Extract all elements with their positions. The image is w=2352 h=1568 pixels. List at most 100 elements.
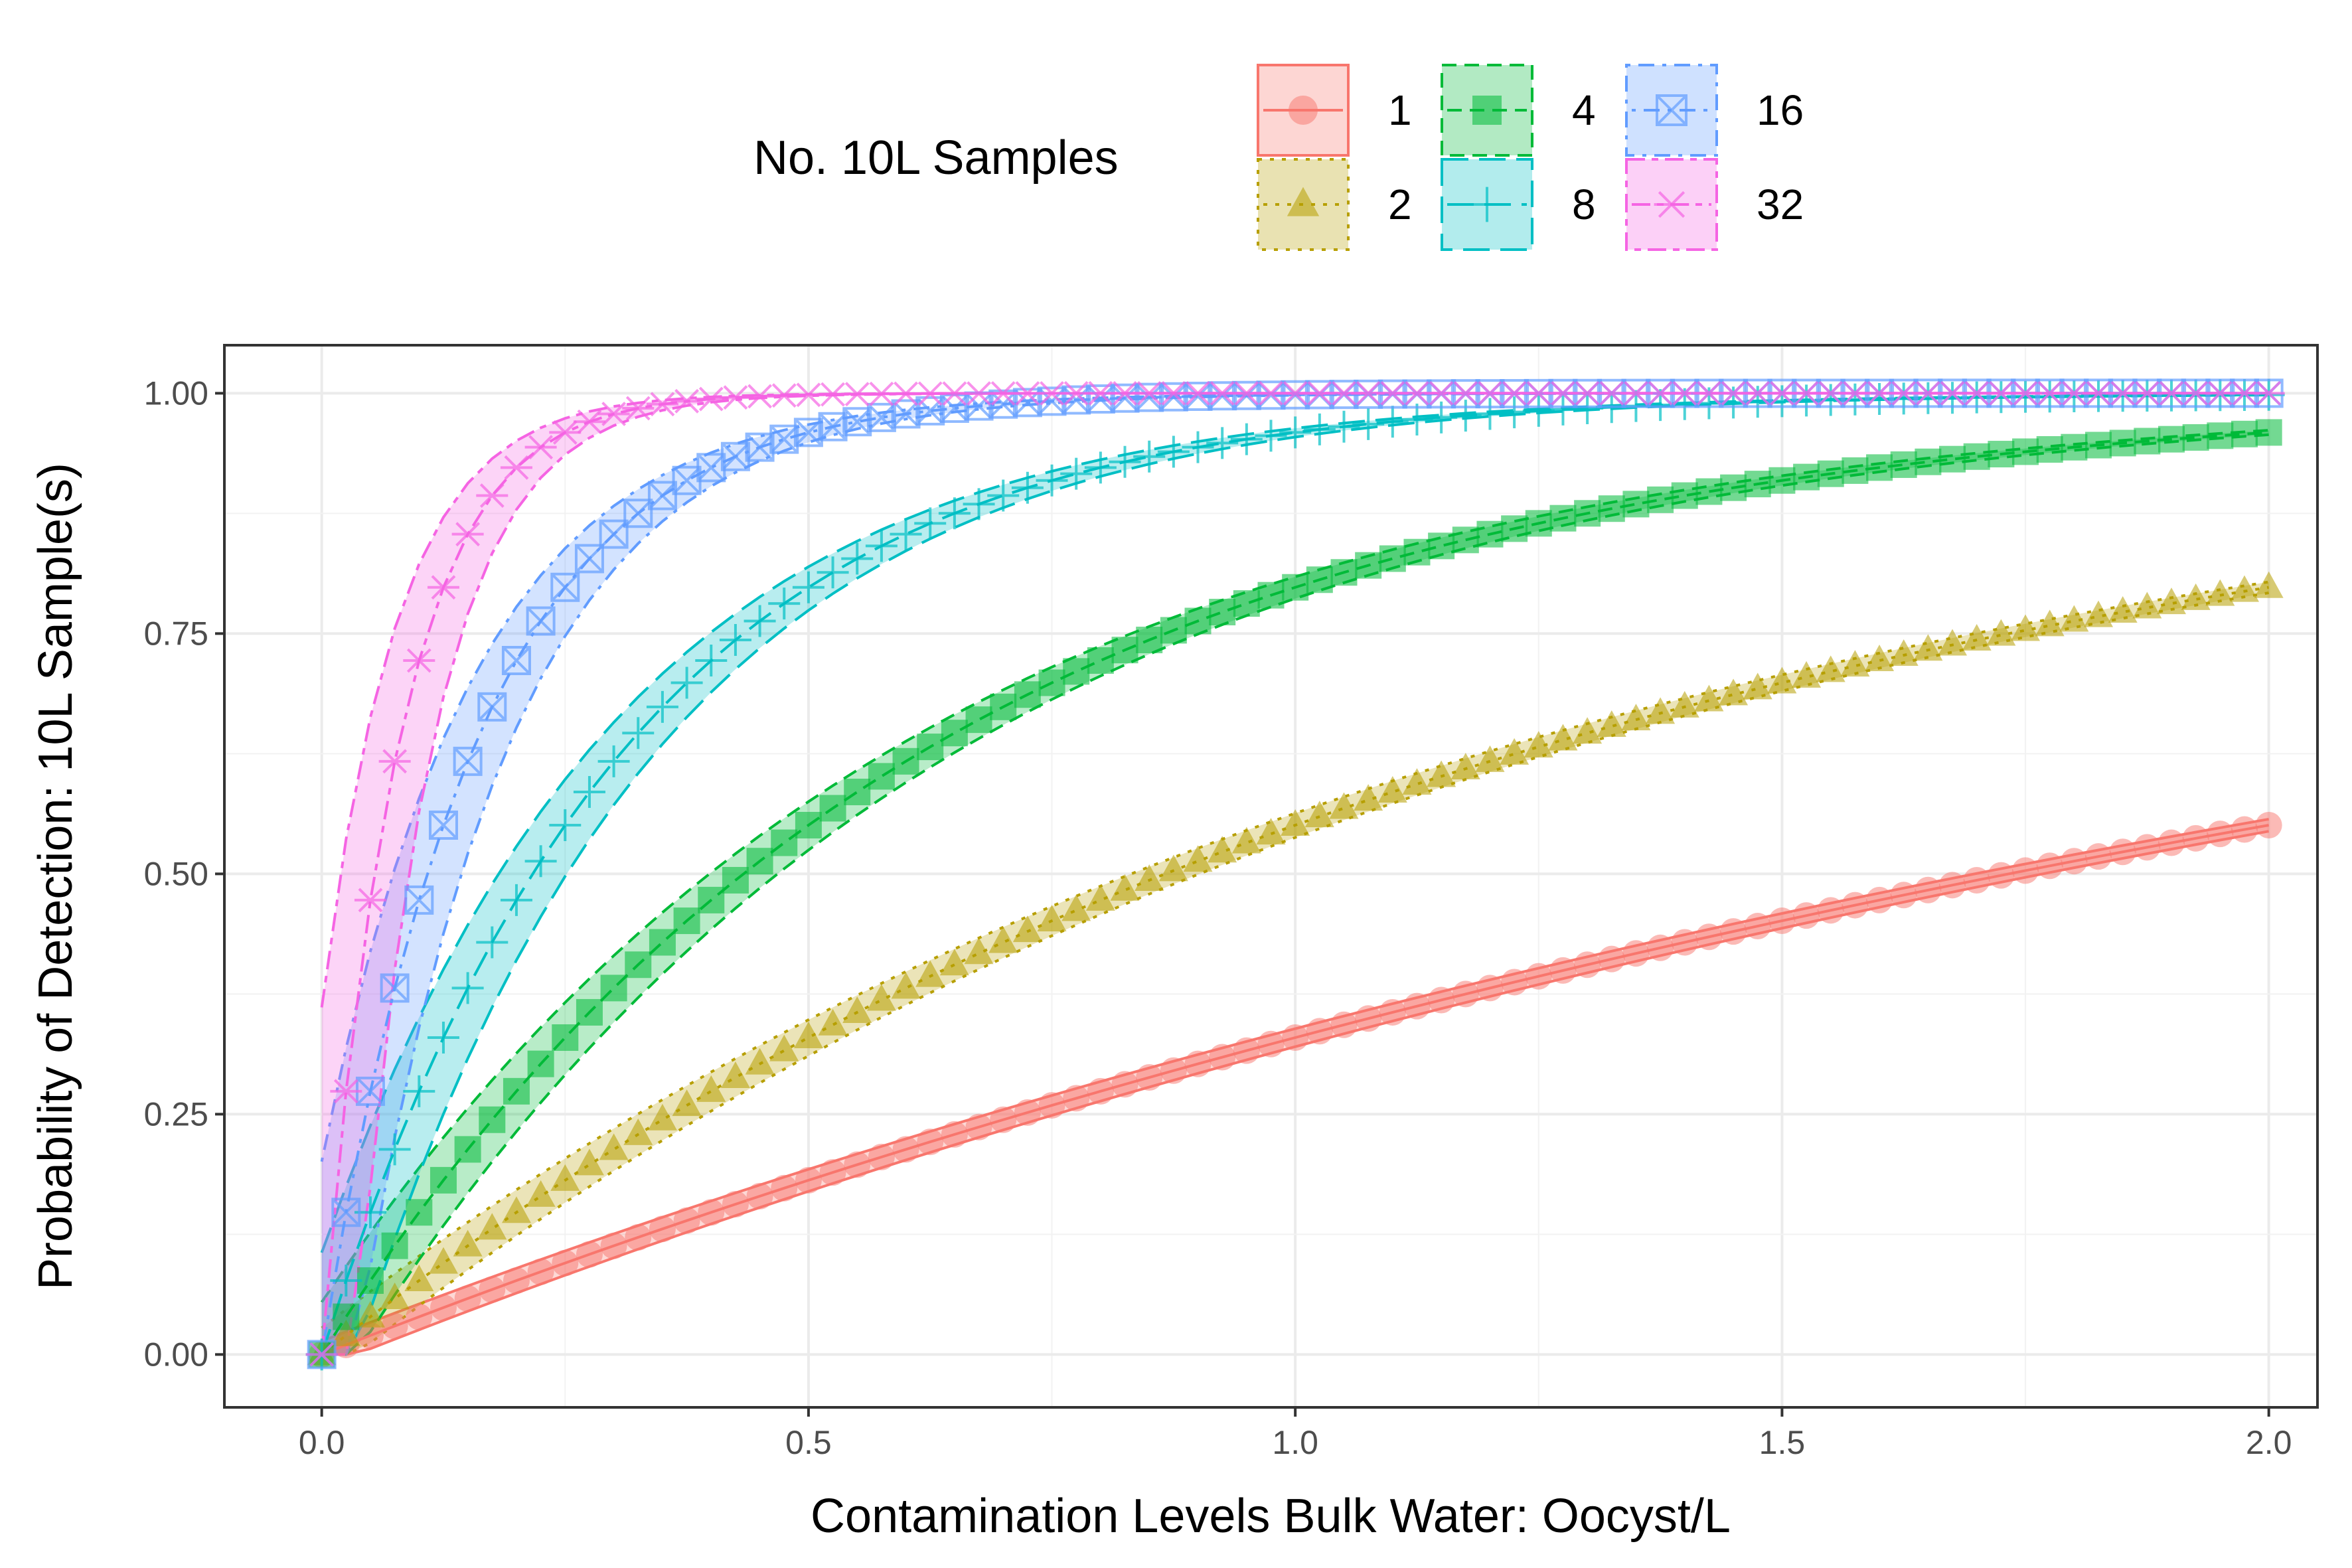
point-series-2 — [1354, 784, 1383, 811]
point-series-16 — [331, 1198, 361, 1227]
legend-marker — [1472, 96, 1502, 125]
legend-marker — [1654, 191, 1689, 218]
point-series-2 — [696, 1075, 726, 1102]
point-series-1 — [576, 1241, 603, 1268]
point-series-2 — [915, 960, 945, 987]
point-series-32 — [476, 483, 509, 508]
point-series-8 — [1303, 413, 1336, 445]
point-series-1 — [1160, 1057, 1187, 1084]
point-series-32 — [524, 435, 557, 460]
point-series-2 — [2205, 579, 2235, 606]
point-series-32 — [646, 392, 678, 417]
point-series-1 — [2109, 838, 2136, 866]
point-series-16 — [745, 432, 775, 462]
point-series-1 — [722, 1190, 749, 1217]
point-series-8 — [549, 809, 582, 842]
point-series-2 — [1377, 775, 1407, 803]
point-series-8 — [987, 479, 1020, 512]
point-series-8 — [524, 845, 557, 878]
point-series-4 — [649, 929, 676, 956]
point-series-16 — [355, 1076, 385, 1106]
point-series-2 — [331, 1319, 361, 1346]
point-series-2 — [2035, 609, 2065, 637]
point-series-8 — [841, 542, 874, 575]
point-series-1 — [1014, 1099, 1041, 1126]
point-series-1 — [1501, 969, 1528, 996]
point-series-8 — [670, 666, 703, 699]
y-tick-label: 0.75 — [144, 615, 208, 652]
point-series-1 — [1379, 998, 1406, 1026]
point-series-1 — [1598, 945, 1625, 973]
point-series-1 — [1428, 986, 1455, 1014]
point-series-4 — [722, 866, 749, 894]
point-series-4 — [1890, 451, 1917, 478]
point-series-8 — [1474, 398, 1506, 430]
point-series-1 — [1452, 980, 1479, 1008]
point-series-2 — [1500, 738, 1529, 765]
point-series-1 — [1038, 1092, 1065, 1119]
point-series-2 — [866, 984, 896, 1011]
point-series-1 — [746, 1182, 773, 1210]
legend-label: 16 — [1757, 86, 1804, 134]
point-series-1 — [1817, 897, 1844, 924]
point-series-1 — [1209, 1044, 1236, 1071]
point-series-1 — [1136, 1064, 1163, 1091]
point-series-1 — [1915, 876, 1942, 903]
point-series-16 — [599, 519, 629, 549]
point-series-4 — [2207, 422, 2234, 449]
point-series-4 — [381, 1232, 408, 1259]
point-series-1 — [1671, 929, 1698, 956]
point-series-4 — [844, 778, 871, 805]
point-series-8 — [403, 1075, 435, 1107]
point-series-1 — [1184, 1050, 1212, 1077]
point-series-2 — [1329, 792, 1359, 819]
point-series-8 — [500, 884, 532, 916]
point-series-4 — [2061, 433, 2088, 461]
point-series-1 — [2182, 824, 2209, 852]
point-series-2 — [477, 1213, 507, 1240]
point-series-1 — [649, 1215, 676, 1243]
point-series-8 — [963, 488, 995, 520]
legend-label: 8 — [1572, 181, 1596, 228]
point-series-4 — [2085, 431, 2112, 459]
x-tick-label: 2.0 — [2246, 1424, 2292, 1461]
point-series-16 — [647, 481, 677, 510]
point-series-8 — [330, 1265, 362, 1297]
point-series-1 — [819, 1159, 846, 1186]
point-series-16 — [720, 441, 750, 471]
point-series-2 — [1281, 809, 1310, 836]
point-series-8 — [451, 972, 484, 1004]
point-series-16 — [526, 606, 556, 636]
point-series-1 — [1647, 934, 1674, 961]
legend-key-2: 2 — [1257, 158, 1412, 251]
point-series-2 — [1183, 845, 1213, 872]
point-series-2 — [793, 1021, 823, 1048]
point-series-32 — [330, 1079, 362, 1104]
point-series-8 — [1498, 396, 1531, 429]
point-series-8 — [1060, 457, 1093, 490]
axes: 0.0 0.5 1.0 1.5 2.0 0.00 0.25 0.50 0.75 1.00 — [144, 374, 2292, 1461]
point-series-16 — [891, 399, 921, 429]
point-series-2 — [1158, 854, 1188, 882]
point-series-4 — [1428, 532, 1455, 560]
point-series-4 — [1233, 590, 1260, 617]
y-tick-label: 0.50 — [144, 855, 208, 892]
point-series-8 — [427, 1022, 459, 1054]
point-series-4 — [1647, 486, 1674, 513]
point-series-2 — [1427, 760, 1456, 787]
point-series-16 — [866, 402, 896, 432]
point-series-8 — [1328, 410, 1360, 443]
y-tick-label: 1.00 — [144, 374, 208, 412]
point-series-32 — [500, 455, 532, 480]
point-series-8 — [646, 690, 678, 723]
point-series-4 — [673, 907, 700, 935]
point-series-1 — [454, 1285, 481, 1312]
point-series-1 — [1866, 886, 1893, 913]
point-series-1 — [1890, 882, 1917, 909]
point-series-2 — [1840, 650, 1870, 677]
point-series-2 — [1012, 915, 1042, 943]
point-series-2 — [1061, 894, 1091, 921]
point-series-2 — [2157, 588, 2187, 615]
point-series-8 — [1133, 440, 1166, 473]
